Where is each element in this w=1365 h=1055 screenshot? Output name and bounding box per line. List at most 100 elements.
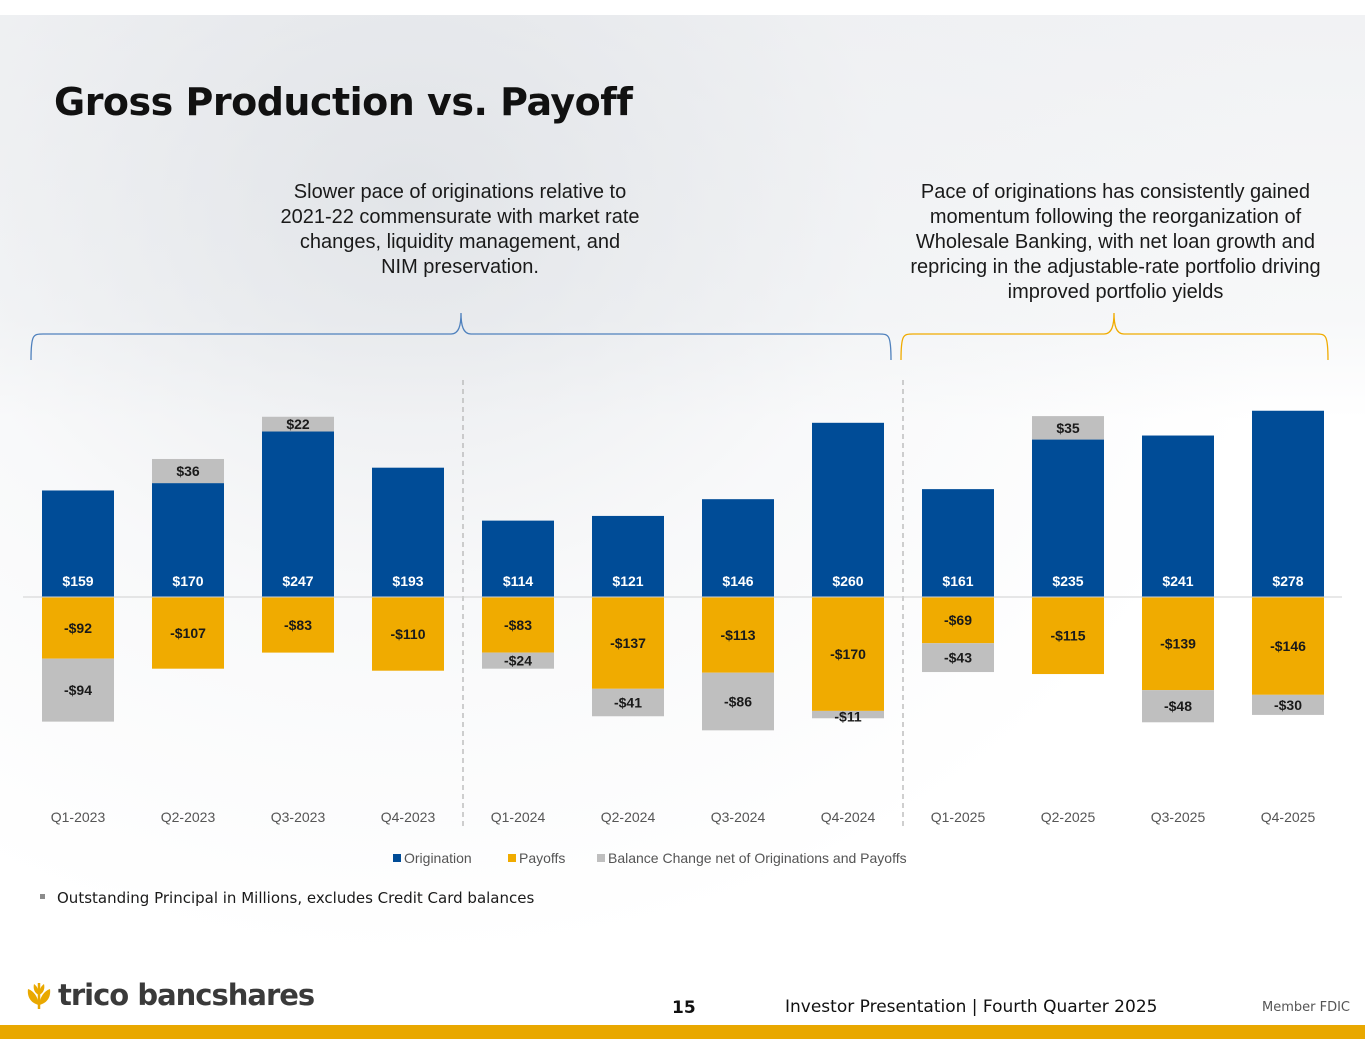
bar-origination <box>592 515 664 597</box>
bar-balance-change <box>262 416 334 432</box>
category-label: Q4-2024 <box>821 809 876 825</box>
label-balance-change: -$86 <box>724 694 752 710</box>
label-payoffs: -$92 <box>64 620 92 636</box>
category-label: Q2-2024 <box>601 809 656 825</box>
bar-origination <box>152 483 224 597</box>
bar-payoffs <box>1032 597 1104 675</box>
label-origination: $159 <box>62 573 93 589</box>
note-left: Slower pace of originations relative to … <box>280 181 640 278</box>
category-label: Q2-2023 <box>161 809 216 825</box>
category-label: Q2-2025 <box>1041 809 1096 825</box>
category-label: Q4-2023 <box>381 809 436 825</box>
label-payoffs: -$83 <box>504 617 532 633</box>
legend-label: Payoffs <box>519 850 565 866</box>
page-number: 15 <box>672 998 696 1018</box>
label-balance-change: -$43 <box>944 650 972 666</box>
label-balance-change: -$41 <box>614 695 642 711</box>
bar-balance-change <box>1142 690 1214 723</box>
label-payoffs: -$113 <box>720 627 755 643</box>
label-origination: $241 <box>1162 573 1193 589</box>
legend-swatch <box>393 854 401 862</box>
bar-payoffs <box>482 597 554 653</box>
label-balance-change: -$94 <box>64 682 92 698</box>
bar-balance-change <box>812 710 884 719</box>
bar-payoffs <box>1142 597 1214 691</box>
bar-origination <box>1142 435 1214 597</box>
label-payoffs: -$69 <box>944 612 972 628</box>
trico-logo: trico bancshares <box>24 978 315 1012</box>
bracket-left <box>30 312 892 361</box>
label-origination: $146 <box>722 573 753 589</box>
footer-bar <box>0 1025 1365 1039</box>
bar-origination <box>922 489 994 597</box>
wheat-icon <box>27 983 51 1009</box>
label-origination: $247 <box>282 573 313 589</box>
bar-payoffs <box>1252 597 1324 695</box>
bar-balance-change <box>702 672 774 731</box>
legend-label: Balance Change net of Originations and P… <box>608 850 907 866</box>
note-right: Pace of originations has consistently ga… <box>910 181 1321 303</box>
label-balance-change: -$48 <box>1164 698 1192 714</box>
footnote-text: Outstanding Principal in Millions, exclu… <box>57 889 535 907</box>
category-label: Q3-2025 <box>1151 809 1206 825</box>
bar-balance-change <box>592 688 664 717</box>
category-label: Q1-2024 <box>491 809 546 825</box>
bar-payoffs <box>42 597 114 659</box>
label-balance-change: -$11 <box>834 708 861 724</box>
label-origination: $235 <box>1052 573 1083 589</box>
bar-payoffs <box>812 597 884 711</box>
bar-payoffs <box>592 597 664 689</box>
bar-balance-change <box>1032 416 1104 440</box>
bar-origination <box>482 520 554 597</box>
bar-payoffs <box>152 597 224 669</box>
label-payoffs: -$170 <box>830 646 866 662</box>
label-origination: $170 <box>172 573 203 589</box>
label-payoffs: -$83 <box>284 617 312 633</box>
label-origination: $161 <box>942 573 973 589</box>
bar-balance-change <box>482 652 554 669</box>
logo-text: trico bancshares <box>58 978 315 1012</box>
bar-payoffs <box>922 597 994 644</box>
bar-balance-change <box>1252 694 1324 715</box>
label-origination: $278 <box>1272 573 1303 589</box>
label-balance-change: -$30 <box>1274 697 1302 713</box>
bar-payoffs <box>262 597 334 653</box>
footnote: Outstanding Principal in Millions, exclu… <box>40 889 534 907</box>
label-payoffs: -$139 <box>1160 636 1196 652</box>
chart-area: $159 -$92 -$94 Q1-2023 $170 -$107 $36 Q2-2023 $2… <box>0 300 1365 885</box>
bullet-icon <box>40 894 45 899</box>
label-payoffs: -$137 <box>610 635 646 651</box>
label-payoffs: -$110 <box>390 626 425 642</box>
label-origination: $121 <box>612 573 643 589</box>
label-balance-change: $35 <box>1056 420 1080 436</box>
label-balance-change: $22 <box>286 416 310 432</box>
bar-balance-change <box>152 458 224 484</box>
bar-origination <box>262 431 334 597</box>
bar-chart: $159 -$92 -$94 Q1-2023 $170 -$107 $36 Q2-2023 $2… <box>23 312 1342 866</box>
bar-origination <box>1252 410 1324 597</box>
bar-payoffs <box>372 597 444 671</box>
category-label: Q3-2024 <box>711 809 766 825</box>
bar-origination <box>372 467 444 597</box>
label-origination: $193 <box>392 573 423 589</box>
label-balance-change: $36 <box>176 463 200 479</box>
slide-background <box>0 15 1365 1025</box>
bar-origination <box>812 422 884 597</box>
bar-origination <box>42 490 114 597</box>
bar-balance-change <box>42 658 114 722</box>
bar-payoffs <box>702 597 774 673</box>
label-balance-change: -$24 <box>504 653 532 669</box>
member-fdic: Member FDIC <box>1262 1000 1351 1015</box>
category-label: Q1-2023 <box>51 809 106 825</box>
slide-title: Gross Production vs. Payoff <box>54 80 633 124</box>
category-label: Q1-2025 <box>931 809 986 825</box>
legend-swatch <box>508 854 516 862</box>
label-payoffs: -$146 <box>1270 638 1306 654</box>
bar-origination <box>1032 439 1104 597</box>
category-label: Q3-2023 <box>271 809 326 825</box>
legend-swatch <box>597 854 605 862</box>
bracket-right <box>900 312 1329 361</box>
footer-text: Investor Presentation | Fourth Quarter 2… <box>785 997 1158 1017</box>
legend-label: Origination <box>404 850 472 866</box>
label-origination: $260 <box>832 573 863 589</box>
